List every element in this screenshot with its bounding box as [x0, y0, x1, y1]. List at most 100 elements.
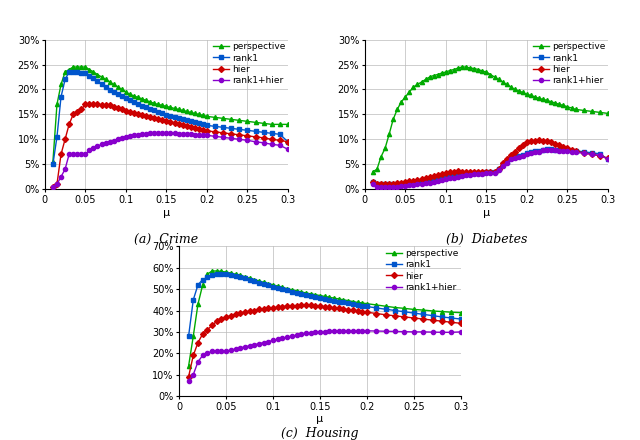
rank1	[122, 96, 130, 101]
perspective	[236, 273, 244, 278]
hier	[344, 307, 352, 312]
hier	[106, 103, 113, 108]
rank1+hier	[199, 353, 207, 358]
rank1+hier	[268, 142, 276, 147]
rank1+hier	[260, 140, 268, 146]
rank1+hier	[413, 182, 421, 187]
perspective	[278, 285, 286, 290]
hier	[53, 182, 61, 187]
hier	[213, 319, 221, 324]
rank1+hier	[222, 348, 230, 354]
rank1+hier	[126, 134, 134, 139]
rank1+hier	[166, 131, 174, 136]
perspective	[288, 287, 296, 293]
rank1	[65, 70, 73, 75]
rank1	[349, 301, 356, 307]
rank1	[118, 94, 125, 99]
perspective	[438, 309, 446, 314]
hier	[321, 304, 328, 309]
rank1+hier	[241, 344, 249, 349]
rank1	[211, 124, 219, 129]
rank1	[596, 151, 604, 157]
rank1	[363, 304, 371, 309]
hier	[391, 313, 399, 319]
perspective	[154, 102, 162, 107]
hier	[147, 114, 154, 120]
perspective	[134, 95, 142, 100]
hier	[292, 303, 300, 308]
hier	[150, 115, 158, 121]
hier	[340, 306, 348, 312]
hier	[363, 310, 371, 315]
perspective	[218, 269, 225, 274]
rank1	[241, 276, 249, 281]
X-axis label: μ: μ	[483, 208, 490, 217]
perspective	[118, 87, 125, 92]
rank1	[604, 157, 612, 162]
perspective	[419, 308, 427, 313]
rank1	[220, 125, 227, 130]
perspective	[457, 310, 465, 315]
perspective	[394, 107, 401, 112]
hier	[255, 307, 263, 312]
rank1+hier	[142, 131, 150, 136]
rank1+hier	[372, 328, 380, 334]
Line: rank1: rank1	[186, 271, 463, 338]
rank1	[292, 290, 300, 295]
rank1+hier	[298, 331, 305, 337]
rank1	[236, 275, 244, 280]
rank1+hier	[175, 131, 182, 136]
rank1+hier	[53, 182, 61, 187]
rank1+hier	[138, 132, 146, 137]
rank1	[204, 275, 211, 280]
perspective	[307, 291, 314, 297]
rank1+hier	[438, 330, 446, 335]
rank1	[543, 147, 551, 152]
hier	[288, 303, 296, 308]
hier	[114, 105, 122, 110]
perspective	[142, 98, 150, 103]
rank1	[222, 271, 230, 276]
hier	[159, 117, 166, 122]
perspective	[163, 104, 170, 109]
rank1+hier	[330, 329, 338, 334]
rank1	[391, 308, 399, 313]
rank1	[81, 70, 89, 76]
rank1	[49, 161, 57, 167]
rank1	[344, 301, 352, 306]
hier	[260, 306, 268, 312]
perspective	[199, 282, 207, 287]
rank1+hier	[236, 345, 244, 351]
rank1+hier	[358, 328, 366, 334]
rank1	[572, 148, 579, 154]
rank1	[159, 111, 166, 116]
perspective	[450, 67, 458, 72]
perspective	[255, 279, 263, 284]
rank1+hier	[204, 351, 211, 356]
rank1+hier	[102, 141, 109, 146]
rank1	[187, 119, 195, 124]
rank1	[288, 289, 296, 294]
rank1+hier	[426, 180, 433, 185]
hier	[401, 314, 408, 319]
rank1+hier	[260, 340, 268, 345]
hier	[397, 180, 405, 185]
rank1	[354, 302, 362, 308]
perspective	[429, 308, 436, 314]
rank1	[57, 94, 65, 99]
hier	[227, 131, 235, 136]
rank1+hier	[429, 330, 436, 335]
rank1+hier	[49, 184, 57, 189]
hier	[264, 305, 272, 311]
rank1	[194, 282, 202, 287]
perspective	[447, 310, 455, 315]
perspective	[391, 305, 399, 310]
rank1	[110, 90, 118, 95]
rank1+hier	[86, 148, 93, 153]
Line: perspective: perspective	[371, 65, 610, 174]
rank1+hier	[106, 139, 113, 144]
Line: hier: hier	[186, 303, 463, 379]
perspective	[410, 84, 417, 90]
hier	[276, 138, 284, 143]
hier	[372, 311, 380, 316]
